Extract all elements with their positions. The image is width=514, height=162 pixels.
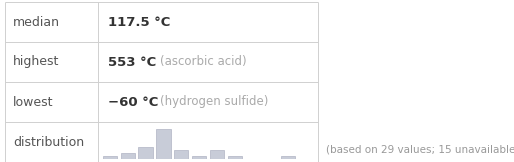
Bar	[103, 156, 117, 159]
Bar	[156, 129, 171, 159]
Text: −60 °C: −60 °C	[108, 96, 158, 109]
Text: (hydrogen sulfide): (hydrogen sulfide)	[160, 96, 268, 109]
Text: (ascorbic acid): (ascorbic acid)	[160, 56, 247, 69]
Text: lowest: lowest	[13, 96, 53, 109]
Text: highest: highest	[13, 56, 60, 69]
Bar	[192, 156, 206, 159]
Text: distribution: distribution	[13, 135, 84, 149]
Bar	[228, 156, 242, 159]
Bar	[281, 156, 296, 159]
Text: median: median	[13, 16, 60, 29]
Bar	[210, 150, 224, 159]
Bar	[121, 153, 135, 159]
Text: (based on 29 values; 15 unavailable): (based on 29 values; 15 unavailable)	[326, 145, 514, 155]
Bar	[174, 150, 189, 159]
Bar	[138, 147, 153, 159]
Text: 117.5 °C: 117.5 °C	[108, 16, 170, 29]
Text: 553 °C: 553 °C	[108, 56, 156, 69]
